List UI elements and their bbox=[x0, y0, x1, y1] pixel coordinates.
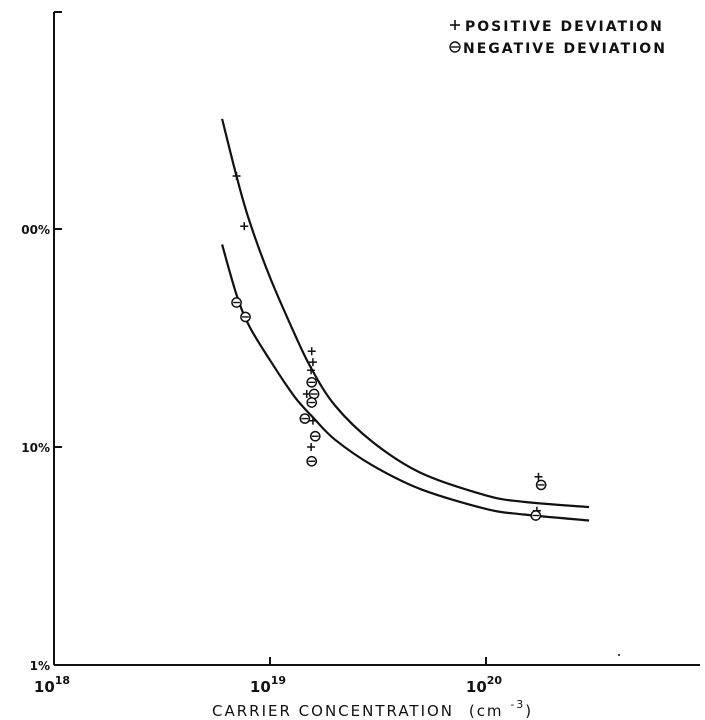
x-tick-label-2: 1020 bbox=[466, 674, 503, 696]
negative-point-6 bbox=[309, 430, 321, 442]
legend-label-negative: NEGATIVE DEVIATION bbox=[463, 41, 667, 57]
x-tick-label-exp-2: 20 bbox=[487, 674, 503, 687]
negative-point-2 bbox=[306, 376, 318, 388]
x-tick-label-base-1: 10 bbox=[250, 678, 271, 696]
negative-point-0 bbox=[231, 297, 242, 308]
x-axis-label: CARRIER CONCENTRATION (cm -3) bbox=[212, 698, 533, 720]
axis-ticks: 00%10%1%1018 1019 1020 bbox=[21, 223, 502, 696]
negative-point-8 bbox=[535, 479, 547, 491]
y-tick-label-0: 00% bbox=[21, 223, 50, 237]
x-axis-label-paren-open: ( bbox=[469, 702, 477, 720]
negative-point-9 bbox=[530, 510, 542, 521]
x-tick-label-exp-1: 19 bbox=[271, 674, 286, 687]
x-tick-label-1: 1019 bbox=[250, 674, 286, 696]
x-axis-label-text: CARRIER CONCENTRATION bbox=[212, 702, 454, 720]
positive-point-3 bbox=[308, 358, 317, 367]
positive-point-8 bbox=[534, 472, 543, 481]
legend-marker-positive bbox=[450, 20, 460, 30]
x-axis-label-unit-exp: -3 bbox=[510, 698, 525, 711]
positive-point-6 bbox=[308, 416, 317, 425]
scan-speck bbox=[618, 654, 620, 656]
positive-point-4 bbox=[307, 366, 316, 375]
x-tick-label-exp-0: 18 bbox=[55, 674, 70, 687]
x-axis-label-paren-close: ) bbox=[525, 702, 533, 720]
fit-curves bbox=[221, 118, 590, 522]
legend-marker-negative bbox=[449, 41, 461, 53]
y-tick-label-2: 1% bbox=[30, 659, 50, 673]
x-axis-label-unit: cm bbox=[477, 702, 504, 720]
y-tick-label-1: 10% bbox=[21, 441, 50, 455]
fit-curve-negative bbox=[221, 244, 590, 522]
negative-point-4 bbox=[306, 397, 318, 408]
negative-point-5 bbox=[299, 413, 311, 424]
legend-label-positive: POSITIVE DEVIATION bbox=[465, 19, 664, 35]
positive-point-1 bbox=[240, 222, 249, 231]
x-tick-label-base-2: 10 bbox=[466, 678, 487, 696]
fit-curve-positive bbox=[221, 118, 590, 509]
positive-point-0 bbox=[232, 172, 241, 181]
data-marks bbox=[231, 172, 620, 656]
positive-point-2 bbox=[307, 347, 316, 356]
positive-point-7 bbox=[307, 443, 316, 451]
legend: POSITIVE DEVIATION NEGATIVE DEVIATION bbox=[449, 19, 667, 57]
x-tick-label-base-0: 10 bbox=[34, 678, 55, 696]
negative-point-1 bbox=[240, 311, 251, 323]
negative-point-7 bbox=[306, 455, 318, 467]
x-tick-label-0: 1018 bbox=[34, 674, 70, 696]
